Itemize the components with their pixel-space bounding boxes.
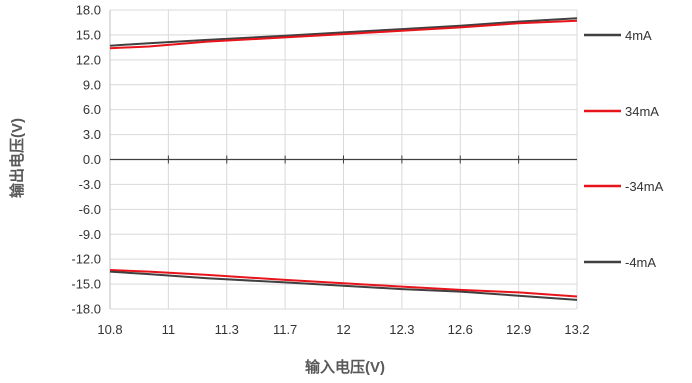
series-line-34mA [109,19,578,50]
legend: 4mA 34mA -34mA -4mA [584,28,664,270]
x-tick-label: 11.7 [273,322,297,337]
x-tick-label: 10.8 [97,322,122,337]
axes [109,9,578,310]
x-tick-label: 12.9 [506,322,531,337]
series-line--4mA [109,270,578,301]
y-tick-label: -3.0 [79,177,101,192]
y-tick-label: -6.0 [79,202,101,217]
x-tick-label: 11.3 [215,322,239,337]
x-tick-label: 12 [336,322,350,337]
legend-label--4mA: -4mA [625,255,656,270]
y-tick-label: 9.0 [83,77,101,92]
y-tick-label: 12.0 [76,52,101,67]
legend-label-34mA: 34mA [625,104,659,119]
x-tick-label: 11 [162,322,176,337]
y-tick-labels: 18.0 15.0 12.0 9.0 6.0 3.0 0.0 -3.0 -6.0 -9.0 -12.… [71,3,101,317]
series-line--34mA [109,269,578,298]
y-tick-label: 6.0 [83,102,101,117]
y-tick-label: -9.0 [79,227,101,242]
legend-label--34mA: -34mA [625,179,664,194]
x-tick-label: 13.2 [564,322,589,337]
x-tick-label: 12.6 [448,322,473,337]
y-axis-title: 输出电压(V) [8,118,26,198]
x-tick-label: 12.3 [389,322,414,337]
y-tick-label: 18.0 [76,3,101,18]
series-line-4mA [109,17,578,47]
y-tick-label: -12.0 [71,252,101,267]
series-lines [109,17,578,301]
y-tick-label: 15.0 [76,27,101,42]
y-tick-label: 3.0 [83,127,101,142]
y-tick-label: -18.0 [71,302,101,317]
x-axis-title: 输入电压(V) [305,358,385,376]
legend-label-4mA: 4mA [625,28,652,43]
y-tick-label: -15.0 [71,277,101,292]
y-tick-label: 0.0 [83,152,101,167]
x-tick-labels: 10.8 11 11.3 11.7 12 12.3 12.6 12.9 13.2 [97,322,589,337]
